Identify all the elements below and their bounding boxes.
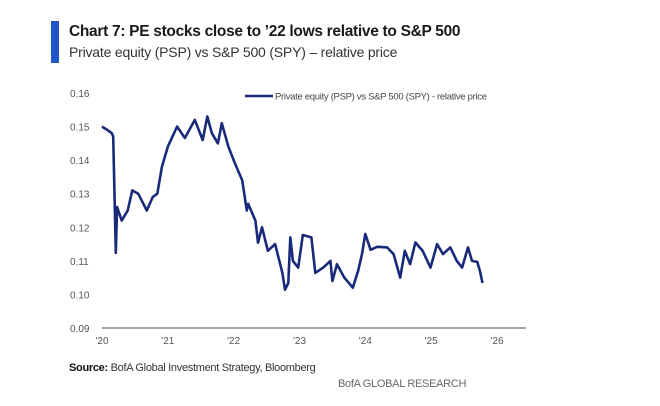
x-tick-label: '20 xyxy=(95,336,108,347)
source-label: Source: xyxy=(69,362,108,374)
source-note: Source: BofA Global Investment Strategy,… xyxy=(69,362,316,374)
x-tick-label: '26 xyxy=(490,336,503,347)
x-tick-label: '25 xyxy=(425,336,438,347)
brand-label: BofA GLOBAL RESEARCH xyxy=(338,378,467,390)
y-tick-label: 0.11 xyxy=(70,257,89,268)
x-axis: '20 '21 '22 '23 '24 '25 '26 xyxy=(95,336,503,347)
x-tick-label: '23 xyxy=(293,336,306,347)
y-tick-label: 0.12 xyxy=(70,223,90,234)
y-tick-label: 0.15 xyxy=(70,123,90,134)
legend-label: Private equity (PSP) vs S&P 500 (SPY) - … xyxy=(275,92,487,103)
title-accent-bar xyxy=(51,21,59,63)
x-tick-label: '22 xyxy=(227,336,240,347)
x-tick-label: '21 xyxy=(161,336,174,347)
legend: Private equity (PSP) vs S&P 500 (SPY) - … xyxy=(245,92,487,103)
y-axis: 0.16 0.15 0.14 0.13 0.12 0.11 0.10 0.09 xyxy=(70,89,90,335)
y-tick-label: 0.13 xyxy=(70,190,90,201)
source-text: BofA Global Investment Strategy, Bloombe… xyxy=(107,362,316,374)
chart-title: Chart 7: PE stocks close to ’22 lows rel… xyxy=(69,23,461,40)
series-line xyxy=(101,115,484,292)
y-tick-label: 0.10 xyxy=(70,290,90,301)
y-tick-label: 0.16 xyxy=(70,89,90,100)
chart-subtitle: Private equity (PSP) vs S&P 500 (SPY) – … xyxy=(69,44,398,60)
y-tick-label: 0.09 xyxy=(70,324,90,335)
y-tick-label: 0.14 xyxy=(70,156,90,167)
x-tick-label: '24 xyxy=(359,336,372,347)
